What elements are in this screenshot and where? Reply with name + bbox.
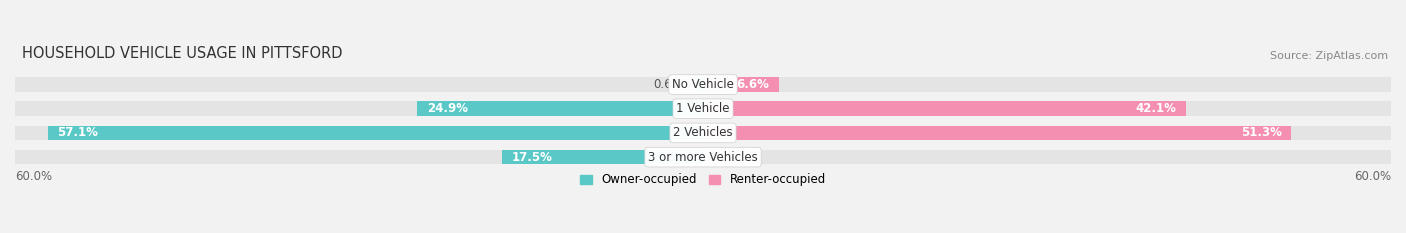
Text: 1 Vehicle: 1 Vehicle [676, 102, 730, 115]
Bar [703, 77, 1391, 92]
Legend: Owner-occupied, Renter-occupied: Owner-occupied, Renter-occupied [579, 173, 827, 186]
Text: 6.6%: 6.6% [737, 78, 769, 91]
Text: 57.1%: 57.1% [58, 127, 98, 139]
Text: 60.0%: 60.0% [15, 170, 52, 183]
Bar [15, 126, 703, 140]
Bar [696, 77, 703, 92]
Text: Source: ZipAtlas.com: Source: ZipAtlas.com [1270, 51, 1388, 61]
Bar [703, 77, 779, 92]
Bar [703, 102, 1185, 116]
Bar [703, 126, 1391, 140]
Bar [15, 102, 703, 116]
Bar [703, 126, 1291, 140]
Text: HOUSEHOLD VEHICLE USAGE IN PITTSFORD: HOUSEHOLD VEHICLE USAGE IN PITTSFORD [22, 46, 343, 61]
Bar [15, 150, 703, 164]
Text: 51.3%: 51.3% [1241, 127, 1282, 139]
Text: 17.5%: 17.5% [512, 151, 553, 164]
Bar [703, 102, 1391, 116]
Text: 0.0%: 0.0% [709, 151, 738, 164]
Bar [15, 77, 703, 92]
Text: 24.9%: 24.9% [426, 102, 468, 115]
Text: 60.0%: 60.0% [1354, 170, 1391, 183]
Text: No Vehicle: No Vehicle [672, 78, 734, 91]
Text: 42.1%: 42.1% [1136, 102, 1177, 115]
Bar [418, 102, 703, 116]
Text: 2 Vehicles: 2 Vehicles [673, 127, 733, 139]
Bar [703, 150, 1391, 164]
Text: 0.62%: 0.62% [652, 78, 690, 91]
Bar [502, 150, 703, 164]
Bar [48, 126, 703, 140]
Text: 3 or more Vehicles: 3 or more Vehicles [648, 151, 758, 164]
